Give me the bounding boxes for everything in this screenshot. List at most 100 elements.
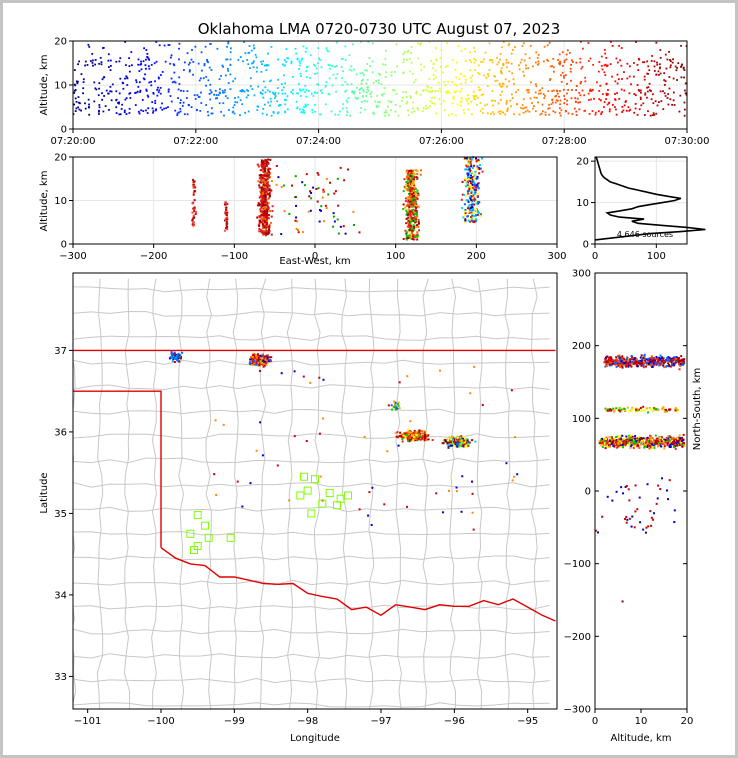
- altitude-time-source: [193, 94, 196, 97]
- altitude-ew-source: [267, 158, 270, 161]
- altitude-ew-source: [418, 229, 421, 232]
- altitude-time-source: [154, 99, 157, 102]
- altitude-ew-source: [416, 238, 419, 241]
- ns-altitude-source: [617, 445, 620, 448]
- lma-station-marker: [318, 499, 327, 508]
- plan-view-source: [400, 434, 403, 437]
- altitude-time-source: [75, 100, 78, 103]
- altitude-axis-tick-label: 20: [54, 37, 67, 48]
- ns-altitude-source: [626, 356, 629, 359]
- plan-view-source: [447, 443, 450, 446]
- altitude-time-source: [347, 97, 350, 100]
- altitude-ew-source: [407, 229, 410, 232]
- altitude-time-source: [312, 95, 315, 97]
- ns-altitude-source: [655, 502, 658, 505]
- altitude-time-source: [651, 93, 654, 96]
- altitude-time-source: [548, 79, 551, 82]
- altitude-ew-source: [410, 186, 413, 189]
- histogram-y-axis-tick-label: 0: [583, 240, 589, 251]
- altitude-time-source: [445, 90, 448, 93]
- altitude-time-source: [225, 58, 228, 61]
- altitude-ew-source: [260, 200, 263, 203]
- altitude-time-source: [644, 93, 647, 96]
- altitude-ew-source: [410, 217, 413, 220]
- altitude-time-source: [385, 111, 388, 114]
- altitude-time-source: [321, 92, 324, 94]
- plan-view-source: [175, 354, 178, 357]
- ns-altitude-source: [625, 442, 628, 445]
- altitude-time-source: [207, 114, 210, 117]
- altitude-ew-source: [473, 220, 476, 223]
- altitude-time-source: [440, 49, 443, 51]
- altitude-time-source: [506, 66, 508, 69]
- altitude-ew-source: [406, 213, 409, 216]
- plan-view-source: [442, 439, 445, 442]
- altitude-time-source: [579, 61, 582, 64]
- plan-view-source: [288, 499, 291, 502]
- altitude-time-source: [574, 101, 577, 103]
- plan-view-source: [293, 370, 296, 373]
- altitude-time-source: [390, 101, 392, 104]
- altitude-time-source: [357, 97, 359, 99]
- altitude-time-source: [406, 50, 409, 53]
- ns-altitude-source: [675, 438, 678, 441]
- altitude-time-source: [367, 89, 370, 92]
- altitude-time-source: [376, 94, 379, 97]
- plan-view-source: [451, 436, 454, 439]
- altitude-ew-source: [223, 203, 226, 206]
- ns-altitude-source: [633, 358, 636, 361]
- altitude-time-source: [574, 97, 577, 100]
- plan-view-source: [451, 439, 454, 442]
- altitude-time-source: [367, 40, 370, 43]
- ns-altitude-source: [631, 362, 634, 365]
- altitude-time-source: [305, 69, 308, 72]
- altitude-time-source: [227, 42, 230, 45]
- altitude-time-source: [566, 103, 568, 106]
- ns-altitude-source: [650, 355, 653, 358]
- altitude-time-source: [366, 91, 368, 94]
- plan-view-source: [410, 438, 413, 441]
- altitude-time-source: [206, 110, 209, 113]
- altitude-time-source: [522, 42, 525, 45]
- altitude-time-source: [129, 92, 132, 94]
- altitude-ew-source: [410, 228, 413, 231]
- altitude-ew-source: [470, 170, 473, 173]
- plan-view-source: [464, 437, 467, 440]
- altitude-time-source: [462, 109, 465, 112]
- ns-altitude-source: [649, 438, 652, 441]
- altitude-time-source: [167, 44, 170, 46]
- altitude-time-source: [123, 109, 126, 112]
- altitude-ew-source: [407, 189, 410, 192]
- altitude-ew-source: [259, 181, 262, 184]
- altitude-time-source: [146, 52, 149, 55]
- altitude-time-source: [563, 98, 566, 101]
- plan-view-source: [423, 430, 426, 433]
- ns-altitude-source: [620, 444, 623, 447]
- altitude-time-source: [292, 75, 294, 78]
- altitude-time-source: [145, 58, 147, 61]
- altitude-time-source: [379, 73, 382, 76]
- altitude-ew-source: [262, 192, 265, 195]
- altitude-time-source: [604, 63, 607, 66]
- ns-altitude-source: [619, 364, 622, 367]
- altitude-time-source: [433, 96, 436, 99]
- ew-axis-tick-label: 0: [312, 251, 318, 262]
- altitude-time-source: [654, 100, 657, 103]
- altitude-time-source: [173, 80, 176, 83]
- ns-altitude-source: [672, 364, 675, 367]
- altitude-ew-source: [301, 231, 304, 234]
- plan-view-source: [455, 440, 458, 443]
- altitude-time-source: [628, 75, 631, 78]
- longitude-axis-tick-label: −99: [224, 716, 245, 727]
- altitude-time-source: [107, 92, 110, 95]
- ns-altitude-source: [594, 529, 597, 532]
- altitude-time-source: [168, 44, 171, 46]
- altitude-time-source: [226, 97, 229, 100]
- altitude-time-source: [247, 89, 250, 92]
- ns-altitude-source: [622, 442, 625, 445]
- ns-altitude-source: [628, 499, 631, 502]
- altitude-ew-source: [466, 190, 469, 193]
- altitude-time-source: [192, 61, 195, 63]
- altitude-time-source: [201, 69, 203, 72]
- altitude-time-source: [432, 78, 435, 81]
